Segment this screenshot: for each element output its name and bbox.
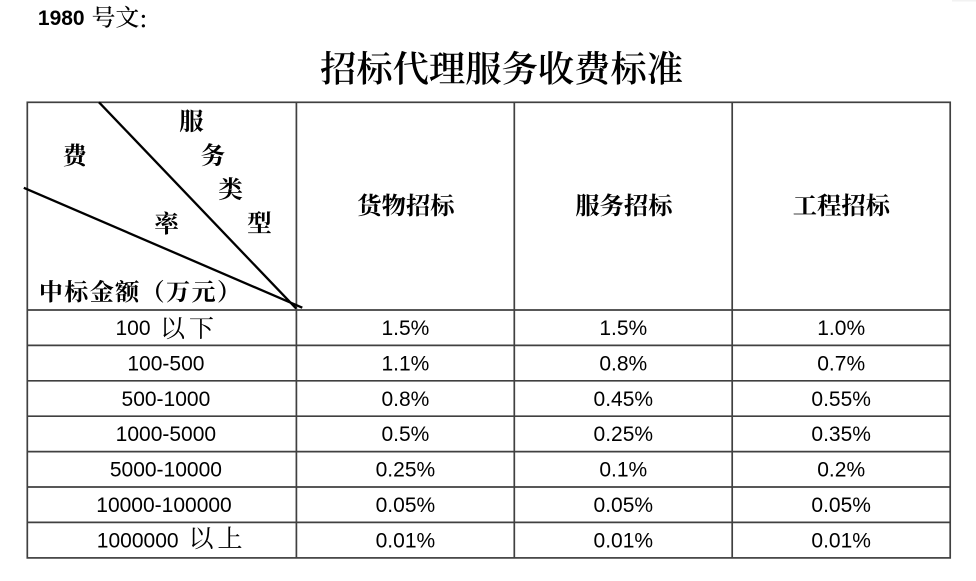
svg-text:0.8%: 0.8% xyxy=(599,352,647,375)
svg-text:1.1%: 1.1% xyxy=(381,352,429,375)
svg-text:5000-10000: 5000-10000 xyxy=(110,459,222,482)
svg-text:0.5%: 0.5% xyxy=(381,423,429,446)
svg-text:0.25%: 0.25% xyxy=(376,459,436,482)
svg-text:1000000: 1000000 xyxy=(97,529,179,552)
svg-text:0.01%: 0.01% xyxy=(811,529,871,552)
svg-text:500-1000: 500-1000 xyxy=(122,388,211,411)
svg-text:0.7%: 0.7% xyxy=(817,352,865,375)
svg-text:0.01%: 0.01% xyxy=(376,529,436,552)
svg-text:0.1%: 0.1% xyxy=(599,459,647,482)
svg-text:0.05%: 0.05% xyxy=(811,494,871,517)
svg-text:0.05%: 0.05% xyxy=(376,494,436,517)
svg-text:0.45%: 0.45% xyxy=(594,388,654,411)
svg-text:100-500: 100-500 xyxy=(127,352,204,375)
svg-text:1000-5000: 1000-5000 xyxy=(116,423,216,446)
svg-text:0.25%: 0.25% xyxy=(594,423,654,446)
svg-text:10000-100000: 10000-100000 xyxy=(96,494,231,517)
svg-text:0.8%: 0.8% xyxy=(381,388,429,411)
svg-text:0.55%: 0.55% xyxy=(811,388,871,411)
svg-text:0.05%: 0.05% xyxy=(594,494,654,517)
svg-text:0.01%: 0.01% xyxy=(594,529,654,552)
svg-text:1.5%: 1.5% xyxy=(381,317,429,340)
svg-text:0.2%: 0.2% xyxy=(817,459,865,482)
svg-text:1.0%: 1.0% xyxy=(817,317,865,340)
svg-text:100: 100 xyxy=(116,317,151,340)
svg-text:1980: 1980 xyxy=(38,7,85,30)
svg-text:0.35%: 0.35% xyxy=(811,423,871,446)
svg-text:1.5%: 1.5% xyxy=(599,317,647,340)
